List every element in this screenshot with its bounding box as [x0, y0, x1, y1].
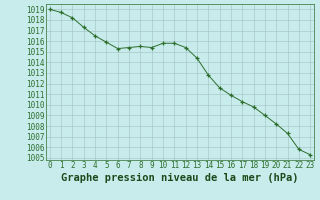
X-axis label: Graphe pression niveau de la mer (hPa): Graphe pression niveau de la mer (hPa) — [61, 173, 299, 183]
